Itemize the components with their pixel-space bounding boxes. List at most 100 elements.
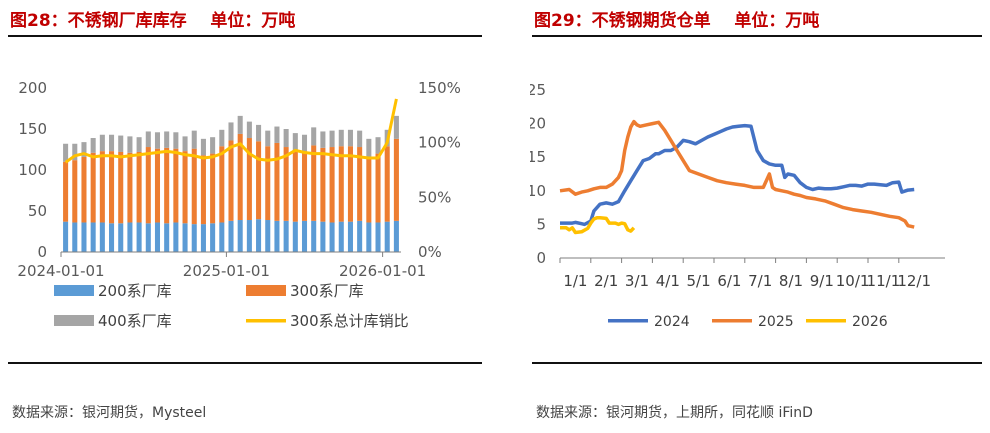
bar-400-series	[109, 134, 115, 152]
bar-300-series	[63, 161, 69, 222]
bar-200-series	[219, 222, 225, 252]
bar-300-series	[136, 151, 142, 223]
legend-label: 300系厂库	[290, 282, 364, 300]
bar-400-series	[311, 127, 317, 146]
left-panel-title: 图28：不锈钢厂库库存 单位：万吨	[10, 11, 296, 31]
bar-200-series	[366, 222, 372, 252]
bar-200-series	[311, 220, 317, 252]
legend-label: 2025	[758, 314, 794, 330]
bar-400-series	[329, 130, 335, 148]
bar-400-series	[90, 138, 96, 153]
bar-200-series	[173, 222, 179, 252]
bar-300-series	[347, 146, 353, 222]
bar-300-series	[329, 147, 335, 223]
bar-300-series	[274, 142, 280, 221]
legend-label: 400系厂库	[98, 312, 172, 330]
bar-300-series	[154, 148, 161, 223]
bar-300-series	[118, 151, 124, 224]
bar-400-series	[136, 137, 142, 152]
bar-400-series	[81, 142, 87, 157]
bar-200-series	[292, 221, 298, 252]
right-y-tick-label: 0	[536, 249, 546, 267]
left-y-tick-label: 100	[18, 161, 47, 179]
bar-200-series	[256, 219, 262, 252]
left-y-tick-label: 0	[37, 243, 47, 261]
bar-200-series	[72, 222, 78, 252]
bar-200-series	[154, 222, 161, 252]
bar-200-series	[329, 222, 335, 252]
left-source-note: 数据来源：银河期货，Mysteel	[12, 405, 207, 421]
bar-300-series	[191, 148, 197, 225]
bar-300-series	[311, 145, 317, 221]
bar-400-series	[347, 129, 353, 147]
bar-300-series	[375, 153, 381, 223]
bar-300-series	[246, 138, 252, 221]
bar-400-series	[228, 122, 234, 141]
left-y2-tick-label: 100%	[418, 134, 461, 152]
bar-200-series	[118, 223, 124, 252]
right-y-tick-label: 25	[530, 81, 546, 99]
line-2026-series	[560, 215, 636, 235]
bar-300-series	[283, 147, 289, 221]
bar-300-series	[72, 160, 78, 223]
bar-400-series	[357, 130, 363, 148]
right-x-tick-label: 4/1	[656, 272, 680, 290]
bar-400-series	[375, 137, 381, 154]
left-x-tick-label: 2026-01-01	[339, 262, 426, 280]
left-bottom-rule	[8, 362, 482, 364]
right-x-tick-label: 2/1	[594, 272, 618, 290]
bar-200-series	[375, 222, 381, 252]
bar-300-series	[256, 141, 262, 220]
right-bottom-rule	[532, 362, 982, 364]
bar-300-series	[200, 155, 206, 225]
bar-300-series	[301, 151, 308, 221]
right-x-tick-label: 1/1	[563, 272, 587, 290]
bar-400-series	[292, 133, 298, 152]
bar-300-series	[357, 147, 363, 221]
bar-400-series	[99, 134, 105, 152]
left-y2-tick-label: 50%	[418, 188, 451, 206]
right-x-tick-label: 6/1	[717, 272, 741, 290]
bar-200-series	[274, 220, 280, 252]
bar-200-series	[237, 220, 243, 252]
legend-line-swatch	[608, 319, 648, 323]
bar-200-series	[338, 221, 344, 252]
right-panel-title: 图29：不锈钢期货仓单 单位：万吨	[534, 11, 820, 31]
bar-200-series	[393, 220, 399, 252]
bar-300-series	[228, 140, 234, 221]
bar-400-series	[164, 131, 170, 148]
bar-400-series	[127, 136, 133, 153]
bar-400-series	[256, 124, 262, 142]
bar-200-series	[182, 223, 188, 252]
bar-400-series	[145, 131, 151, 148]
bar-400-series	[265, 130, 271, 147]
bar-400-series	[182, 136, 188, 152]
right-top-rule	[532, 35, 982, 37]
right-x-tick-label: 11/1	[867, 272, 901, 290]
bar-200-series	[246, 220, 252, 252]
bar-300-series	[164, 147, 170, 224]
right-x-tick-label: 8/1	[779, 272, 803, 290]
bar-200-series	[90, 222, 96, 252]
bar-200-series	[191, 224, 197, 252]
bar-200-series	[81, 222, 87, 252]
bar-300-series	[81, 156, 87, 223]
bar-200-series	[99, 222, 105, 252]
bar-400-series	[154, 132, 161, 149]
line-2025-series	[559, 119, 915, 229]
bar-300-series	[320, 147, 326, 222]
bar-200-series	[357, 220, 363, 252]
bar-400-series	[274, 126, 280, 143]
bar-400-series	[200, 138, 206, 156]
bar-200-series	[301, 220, 308, 252]
bar-400-series	[283, 129, 289, 148]
bar-300-series	[99, 151, 105, 223]
legend-label: 200系厂库	[98, 282, 172, 300]
left-chart: 0 50 100 150 200 0% 50% 100% 150% 2024-01-01 2025-…	[17, 79, 461, 330]
bar-400-series	[237, 115, 243, 134]
bar-300-series	[219, 146, 225, 223]
left-y-tick-label: 50	[28, 202, 47, 220]
bar-200-series	[164, 223, 170, 252]
right-y-tick-label: 5	[536, 215, 546, 233]
